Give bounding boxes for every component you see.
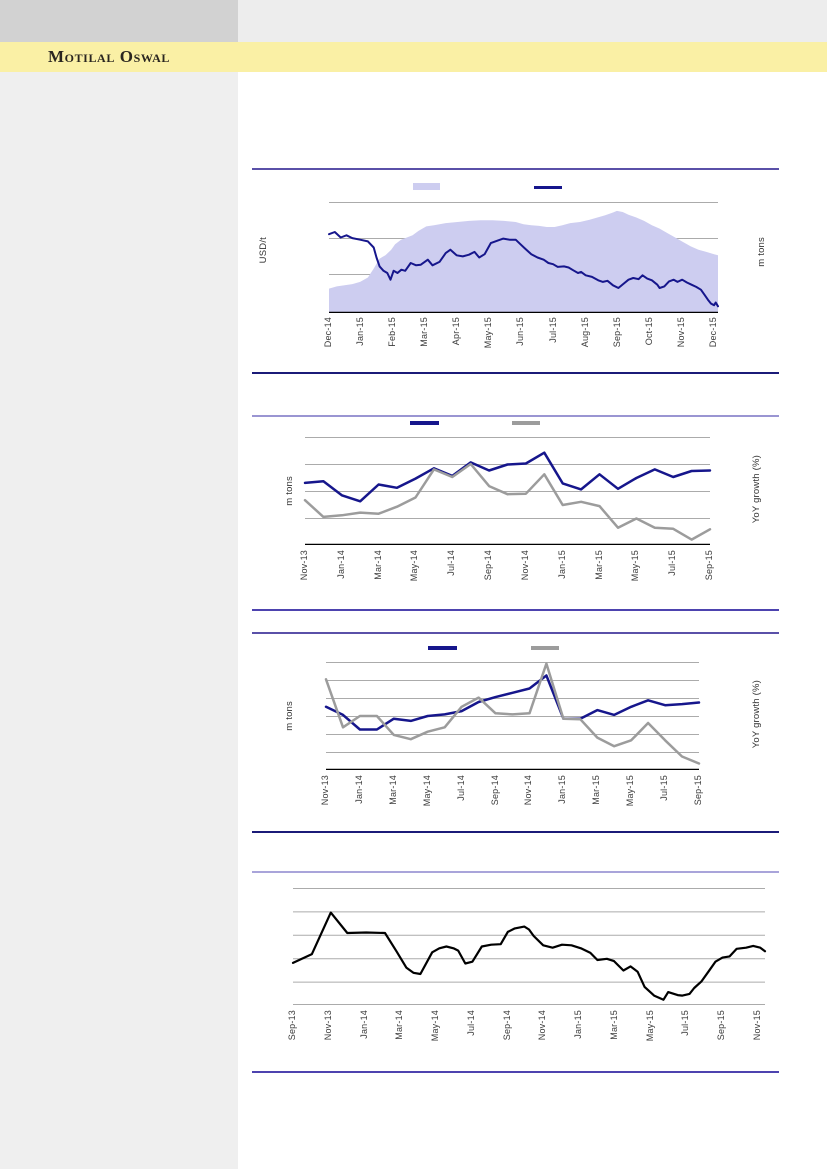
chart-top-rule <box>252 415 779 417</box>
chart-bottom-rule <box>252 609 779 611</box>
brand-text: Motilal Oswal <box>48 47 171 66</box>
x-tick-label: Sep-13 <box>287 1010 297 1041</box>
x-tick-label: Feb-15 <box>387 317 398 347</box>
x-tick-label: Jul-15 <box>659 775 670 801</box>
legend-line-swatch <box>531 646 559 650</box>
x-tick-label: Jan-14 <box>353 775 364 804</box>
x-tick-label: Jan-14 <box>358 1010 369 1039</box>
x-tick-label: Apr-15 <box>451 317 462 346</box>
left-axis-label: m tons <box>284 476 295 506</box>
x-tick-label: Dec-14 <box>323 317 333 348</box>
chart-top-rule <box>252 168 779 170</box>
chart-plot <box>303 437 712 546</box>
x-tick-label: Jan-15 <box>556 550 567 579</box>
right-axis-label: YoY growth (%) <box>751 680 762 749</box>
x-tick-label: Nov-13 <box>322 1010 333 1041</box>
legend-line-swatch <box>512 421 540 425</box>
x-tick-label: Dec-15 <box>707 317 718 348</box>
x-tick-label: Nov-14 <box>519 550 530 581</box>
brand-band: Motilal Oswal <box>0 42 827 72</box>
navy-line-series <box>324 674 701 731</box>
gray-line-series <box>324 662 701 765</box>
x-tick-label: Mar-14 <box>394 1010 405 1040</box>
x-tick-label: May-15 <box>625 775 636 807</box>
x-tick-label: Mar-15 <box>608 1010 619 1040</box>
legend-line-swatch <box>428 646 457 650</box>
navy-line-series <box>328 231 719 308</box>
x-tick-label: Mar-14 <box>387 775 398 805</box>
chart-plot <box>291 888 767 1005</box>
x-tick-label: Jul-15 <box>667 550 678 576</box>
black-line-series <box>291 911 767 1001</box>
sidebar <box>0 72 238 1169</box>
chart-top-rule <box>252 871 779 873</box>
x-tick-label: Nov-15 <box>752 1010 762 1041</box>
x-tick-label: Nov-13 <box>320 775 330 806</box>
x-tick-label: Oct-15 <box>643 317 654 346</box>
x-tick-label: Nov-14 <box>537 1010 548 1041</box>
right-axis-label: m tons <box>756 237 767 267</box>
legend-area-swatch <box>413 183 440 190</box>
left-axis-label: m tons <box>284 701 295 731</box>
chart-bottom-rule <box>252 1071 779 1073</box>
legend-line-swatch <box>534 186 562 189</box>
x-tick-label: Mar-15 <box>593 550 604 580</box>
chart-bottom-rule <box>252 831 779 833</box>
x-tick-label: Jan-15 <box>355 317 366 346</box>
x-tick-label: May-15 <box>630 550 641 582</box>
x-tick-label: Mar-15 <box>419 317 430 347</box>
chart-plot <box>328 202 719 314</box>
navy-line-series <box>303 451 712 503</box>
x-tick-label: Nov-13 <box>299 550 309 581</box>
legend-line-swatch <box>410 421 439 425</box>
x-tick-label: May-14 <box>421 775 432 807</box>
x-tick-label: Jul-14 <box>465 1010 476 1036</box>
x-tick-label: Jul-14 <box>455 775 466 801</box>
x-tick-label: May-14 <box>430 1010 441 1042</box>
x-tick-label: Sep-15 <box>611 317 622 348</box>
x-tick-label: Sep-15 <box>692 775 703 806</box>
gray-line-series <box>303 462 712 541</box>
x-tick-label: Aug-15 <box>579 317 590 348</box>
x-tick-label: Sep-15 <box>703 550 714 581</box>
x-tick-label: Mar-15 <box>591 775 602 805</box>
chart-top-rule <box>252 632 779 634</box>
x-tick-label: Jan-14 <box>335 550 346 579</box>
x-tick-label: Nov-15 <box>675 317 686 348</box>
x-tick-label: Sep-14 <box>483 550 494 581</box>
shaded-area-series <box>329 210 718 313</box>
x-tick-label: May-15 <box>483 317 494 349</box>
x-tick-label: Jul-14 <box>446 550 457 576</box>
x-tick-label: May-14 <box>409 550 420 582</box>
x-tick-label: Jan-15 <box>573 1010 584 1039</box>
x-tick-label: Sep-14 <box>489 775 500 806</box>
x-tick-label: Sep-15 <box>716 1010 727 1041</box>
x-tick-label: Mar-14 <box>372 550 383 580</box>
x-tick-label: May-15 <box>644 1010 655 1042</box>
chart-bottom-rule <box>252 372 779 374</box>
logo-box <box>0 0 238 42</box>
x-tick-label: Nov-14 <box>523 775 534 806</box>
x-tick-label: Jul-15 <box>547 317 558 343</box>
left-axis-label: USD/t <box>258 237 269 264</box>
x-tick-label: Jan-15 <box>557 775 568 804</box>
right-axis-label: YoY growth (%) <box>751 455 762 524</box>
chart-plot <box>324 662 701 771</box>
x-tick-label: Jul-15 <box>680 1010 691 1036</box>
x-tick-label: Sep-14 <box>501 1010 512 1041</box>
x-tick-label: Jun-15 <box>515 317 526 346</box>
